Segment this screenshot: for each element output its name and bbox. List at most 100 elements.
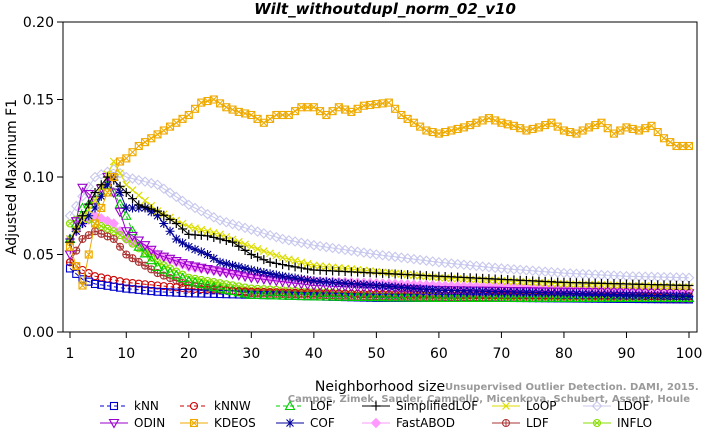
point-kdeos: [109, 172, 118, 182]
point-lof: [552, 292, 564, 302]
legend-item-knnw: kNNW: [180, 399, 251, 413]
point-simplifiedlof: [271, 258, 281, 268]
point-lof: [252, 289, 264, 300]
point-ldof: [196, 205, 207, 217]
point-lof: [546, 292, 557, 302]
point-ldof: [202, 208, 213, 220]
point-cof: [603, 289, 613, 299]
legend-item-ldof: LDOF: [583, 399, 649, 413]
point-lof: [214, 282, 226, 293]
y-tick-label: 0.00: [23, 325, 54, 341]
legend-item-lof: LOF: [276, 399, 333, 413]
point-cof: [203, 250, 213, 259]
point-simplifiedlof: [84, 199, 94, 209]
point-ldf: [140, 261, 150, 270]
point-odin: [220, 268, 232, 279]
point-ldof: [127, 173, 138, 184]
point-knn: [197, 289, 206, 298]
point-cof: [390, 282, 400, 292]
point-simplifiedlof: [228, 237, 238, 247]
point-cof: [496, 287, 506, 297]
point-lof: [671, 292, 682, 302]
legend-item-fastabod: FastABOD: [362, 416, 455, 430]
point-cof: [340, 278, 350, 288]
point-lof: [227, 285, 239, 296]
point-cof: [371, 281, 381, 290]
point-ldof: [346, 245, 357, 257]
point-ldf: [128, 254, 137, 263]
point-lof: [189, 276, 201, 287]
point-odin: [539, 287, 551, 298]
point-knn: [178, 288, 187, 297]
point-cof: [490, 287, 500, 297]
point-kdeos: [84, 250, 93, 259]
point-cof: [309, 276, 319, 286]
point-lof: [308, 290, 320, 301]
point-ldof: [296, 237, 307, 248]
point-simplifiedlof: [121, 188, 131, 197]
point-simplifiedlof: [278, 260, 288, 270]
point-knn: [184, 289, 193, 298]
point-odin: [558, 287, 570, 298]
point-loop: [259, 247, 268, 256]
point-lof: [527, 292, 539, 302]
point-knnw: [90, 272, 100, 281]
point-lof: [295, 290, 307, 301]
legend-marker-kdeos: [189, 418, 199, 428]
point-ldof: [421, 255, 432, 266]
point-ldof: [77, 191, 88, 202]
point-simplifiedlof: [171, 219, 181, 228]
point-odin: [120, 227, 132, 237]
point-lof: [320, 290, 332, 301]
point-cof: [128, 203, 138, 213]
point-knnw: [147, 280, 156, 289]
point-ldof: [389, 251, 401, 263]
point-odin: [239, 272, 251, 283]
legend-item-simplifiedlof: SimplifiedLOF: [362, 399, 478, 413]
point-lof: [464, 292, 476, 302]
point-odin: [114, 207, 126, 218]
point-cof: [296, 274, 306, 284]
point-lof: [514, 292, 526, 302]
legend-label-fastabod: FastABOD: [396, 416, 455, 430]
point-lof: [277, 289, 289, 300]
point-lof: [358, 291, 370, 302]
point-odin: [83, 190, 95, 200]
point-ldof: [452, 258, 463, 270]
point-loop: [134, 191, 143, 200]
point-ldof: [396, 252, 407, 263]
point-cof: [265, 269, 275, 279]
legend-item-knn: kNN: [100, 399, 159, 413]
credit-line-1: Unsupervised Outlier Detection. DAMI, 20…: [445, 382, 699, 393]
point-lof: [602, 292, 614, 302]
point-odin: [145, 245, 157, 256]
legend-label-loop: LoOP: [526, 399, 557, 413]
point-ldof: [271, 231, 282, 243]
point-knn: [140, 286, 150, 295]
point-simplifiedlof: [153, 206, 163, 216]
point-lof: [145, 254, 157, 265]
point-knn: [216, 289, 225, 299]
point-ldof: [358, 247, 370, 258]
point-kdeos: [684, 141, 694, 151]
point-ldof: [177, 195, 188, 207]
point-kdeos: [65, 242, 75, 251]
point-cof: [321, 277, 331, 287]
point-cof: [590, 289, 600, 299]
x-tick-label: 40: [305, 346, 323, 362]
point-odin: [552, 287, 564, 298]
point-odin: [77, 183, 88, 194]
series-cof: [65, 172, 694, 301]
point-lof: [245, 289, 257, 299]
point-ldof: [183, 199, 195, 211]
point-simplifiedlof: [165, 214, 175, 224]
credit-line-2: Campos, Zimek, Sander, Campello, Micenko…: [288, 394, 690, 405]
point-lof: [370, 291, 382, 302]
point-ldof: [402, 253, 413, 264]
point-ldof: [446, 258, 457, 269]
legend-item-loop: LoOP: [492, 399, 557, 413]
point-simplifiedlof: [259, 255, 269, 265]
point-lof: [127, 225, 138, 236]
point-loop: [191, 224, 199, 233]
point-simplifiedlof: [90, 188, 100, 197]
